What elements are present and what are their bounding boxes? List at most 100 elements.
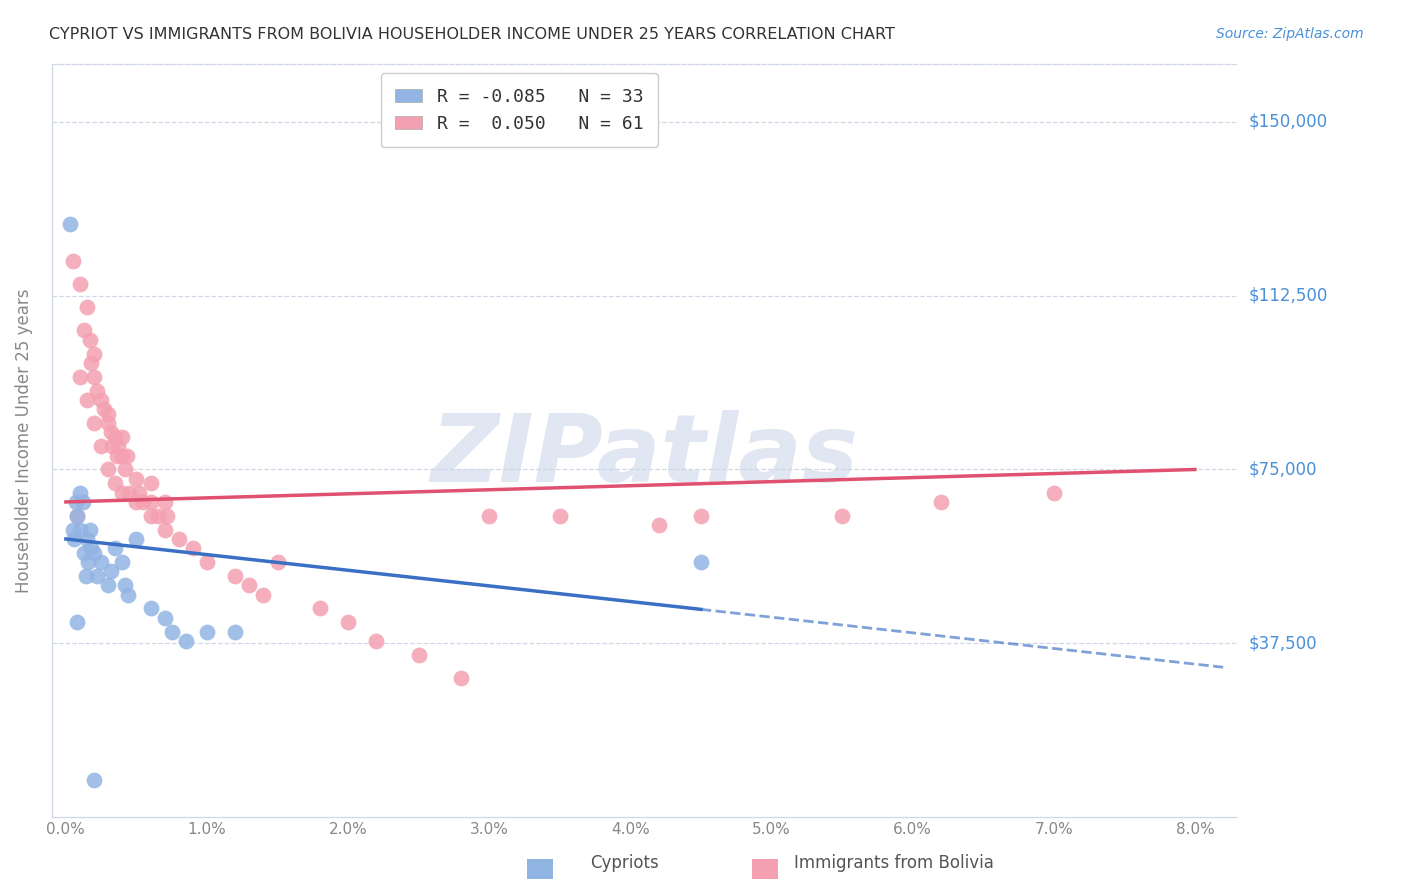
Point	[139, 495, 162, 509]
Point	[79, 523, 101, 537]
Point	[690, 508, 713, 523]
Point	[66, 508, 89, 523]
Point	[83, 369, 105, 384]
Point	[66, 508, 89, 523]
Point	[111, 449, 134, 463]
Point	[83, 772, 105, 787]
Point	[100, 565, 122, 579]
Point	[62, 523, 84, 537]
Point	[366, 634, 388, 648]
Point	[167, 532, 190, 546]
Point	[128, 485, 150, 500]
Point	[105, 449, 128, 463]
Text: Source: ZipAtlas.com: Source: ZipAtlas.com	[1216, 27, 1364, 41]
Point	[97, 416, 120, 430]
Point	[139, 601, 162, 615]
Text: $112,500: $112,500	[1249, 286, 1327, 305]
Point	[114, 462, 136, 476]
Point	[69, 485, 91, 500]
Point	[450, 671, 472, 685]
Point	[238, 578, 260, 592]
Point	[86, 569, 108, 583]
Point	[83, 546, 105, 560]
Point	[690, 555, 713, 569]
Point	[76, 301, 98, 315]
Point	[75, 569, 97, 583]
Point	[548, 508, 571, 523]
Point	[125, 495, 148, 509]
Point	[59, 217, 82, 231]
Point	[80, 541, 103, 556]
Point	[93, 402, 115, 417]
Point	[174, 634, 197, 648]
Point	[831, 508, 853, 523]
Point	[118, 485, 141, 500]
Point	[125, 472, 148, 486]
Point	[195, 624, 218, 639]
Text: $150,000: $150,000	[1249, 113, 1327, 131]
Point	[97, 407, 120, 421]
Point	[1042, 485, 1064, 500]
Point	[929, 495, 952, 509]
Point	[79, 333, 101, 347]
Point	[125, 532, 148, 546]
Point	[101, 439, 124, 453]
Point	[62, 254, 84, 268]
Point	[111, 555, 134, 569]
Text: $75,000: $75,000	[1249, 460, 1317, 478]
Point	[83, 416, 105, 430]
Y-axis label: Householder Income Under 25 years: Householder Income Under 25 years	[15, 288, 32, 593]
Point	[139, 476, 162, 491]
Point	[111, 485, 134, 500]
Point	[337, 615, 360, 630]
Point	[83, 346, 105, 360]
Point	[104, 541, 127, 556]
Point	[146, 508, 169, 523]
Point	[76, 532, 98, 546]
Point	[224, 624, 246, 639]
Text: Immigrants from Bolivia: Immigrants from Bolivia	[794, 855, 994, 872]
Point	[181, 541, 204, 556]
Point	[90, 439, 112, 453]
Point	[408, 648, 430, 662]
Point	[97, 462, 120, 476]
Point	[160, 624, 183, 639]
Point	[647, 518, 669, 533]
Point	[69, 277, 91, 292]
Point	[90, 392, 112, 407]
Text: ZIPatlas: ZIPatlas	[430, 409, 859, 501]
Point	[77, 555, 100, 569]
Point	[478, 508, 501, 523]
Text: Cypriots: Cypriots	[591, 855, 659, 872]
Point	[97, 578, 120, 592]
Point	[309, 601, 332, 615]
Point	[117, 588, 139, 602]
Point	[90, 555, 112, 569]
Text: $37,500: $37,500	[1249, 634, 1317, 652]
Point	[252, 588, 274, 602]
Point	[132, 495, 155, 509]
Point	[73, 323, 96, 337]
Point	[66, 615, 89, 630]
Point	[153, 611, 176, 625]
Point	[266, 555, 288, 569]
Point	[115, 449, 138, 463]
Point	[107, 439, 129, 453]
Point	[100, 425, 122, 440]
Point	[224, 569, 246, 583]
Point	[86, 384, 108, 398]
Point	[114, 578, 136, 592]
Point	[76, 392, 98, 407]
Point	[63, 532, 86, 546]
Point	[153, 523, 176, 537]
Point	[156, 508, 179, 523]
Point	[111, 430, 134, 444]
Point	[195, 555, 218, 569]
Point	[73, 546, 96, 560]
Point	[69, 523, 91, 537]
Legend: R = -0.085   N = 33, R =  0.050   N = 61: R = -0.085 N = 33, R = 0.050 N = 61	[381, 73, 658, 147]
Point	[104, 430, 127, 444]
Text: CYPRIOT VS IMMIGRANTS FROM BOLIVIA HOUSEHOLDER INCOME UNDER 25 YEARS CORRELATION: CYPRIOT VS IMMIGRANTS FROM BOLIVIA HOUSE…	[49, 27, 896, 42]
Point	[65, 495, 87, 509]
Point	[139, 508, 162, 523]
